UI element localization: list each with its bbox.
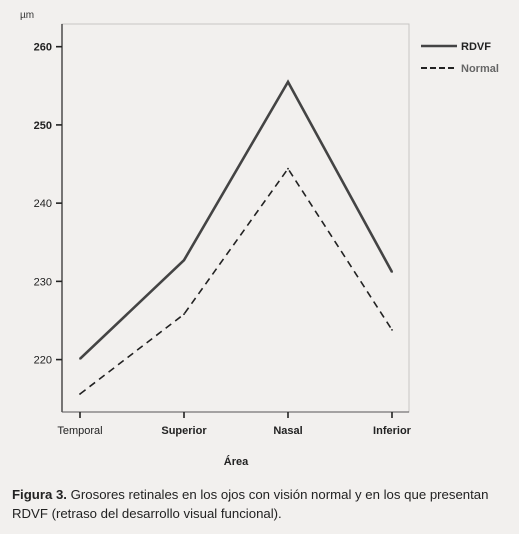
series-line-rdvf — [79, 79, 394, 360]
data-point-normal — [287, 167, 289, 170]
y-tick-label: 240 — [34, 198, 52, 210]
x-tick-label: Nasal — [273, 425, 302, 437]
plot-area — [61, 23, 410, 413]
x-tick-label: Temporal — [57, 425, 102, 437]
data-point-rdvf — [79, 357, 81, 360]
figure-caption: Figura 3. Grosores retinales en los ojos… — [12, 485, 512, 523]
y-unit-label: µm — [20, 10, 34, 21]
y-tick-label: 230 — [34, 276, 52, 288]
data-point-normal — [79, 393, 81, 395]
data-point-rdvf — [287, 81, 289, 83]
x-tick-label: Inferior — [373, 425, 412, 437]
y-tick-label: 250 — [34, 120, 52, 132]
legend-label-rdvf: RDVF — [461, 41, 491, 53]
legend: RDVF Normal — [421, 41, 499, 75]
y-tick-label: 220 — [34, 355, 52, 367]
x-axis: Temporal Superior Nasal Inferior — [57, 411, 412, 437]
data-point-rdvf — [391, 271, 393, 273]
x-axis-title: Área — [224, 455, 249, 468]
data-point-rdvf — [183, 259, 185, 262]
x-tick-label: Superior — [161, 425, 207, 437]
legend-label-normal: Normal — [461, 63, 499, 75]
series-line-normal — [79, 167, 393, 395]
figure-label: Figura 3. — [12, 487, 67, 502]
series-layer — [79, 79, 394, 395]
y-axis: 220 230 240 250 260 — [34, 24, 63, 412]
data-point-normal — [391, 329, 393, 331]
y-tick-label: 260 — [34, 42, 52, 54]
data-point-normal — [183, 313, 185, 316]
figure-caption-text: Grosores retinales en los ojos con visió… — [12, 487, 489, 521]
